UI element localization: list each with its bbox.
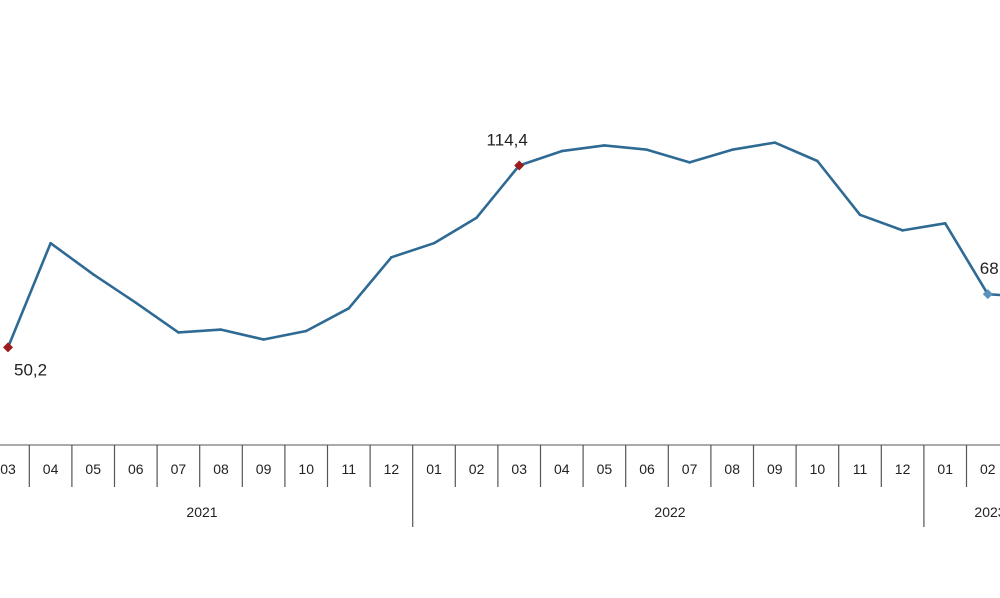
data-point	[304, 329, 308, 333]
data-point	[816, 159, 819, 163]
data-point	[49, 241, 52, 245]
data-point	[219, 328, 223, 331]
data-point	[773, 141, 777, 144]
x-tick-label: 04	[43, 461, 59, 477]
x-tick-label: 11	[342, 461, 357, 477]
year-label: 2021	[186, 504, 217, 520]
data-point	[560, 149, 564, 153]
series-line	[6, 141, 1000, 349]
data-point	[91, 273, 95, 276]
data-point	[347, 307, 351, 310]
data-label: 50,2	[14, 360, 47, 379]
x-tick-label: 01	[426, 461, 442, 477]
data-point	[858, 213, 862, 217]
x-tick-label: 03	[511, 461, 527, 477]
data-marker	[514, 160, 525, 171]
x-tick-label: 11	[853, 461, 868, 477]
data-point	[688, 161, 691, 164]
data-point	[645, 148, 649, 151]
x-tick-label: 08	[213, 461, 229, 477]
data-point	[177, 331, 180, 334]
data-point	[262, 338, 265, 341]
data-marker	[982, 289, 993, 300]
data-point	[943, 222, 947, 225]
data-point	[603, 144, 606, 147]
x-tick-label: 07	[171, 461, 187, 477]
data-label: 68	[980, 259, 999, 278]
x-tick-label: 09	[256, 461, 272, 477]
x-tick-label: 05	[85, 461, 101, 477]
x-tick-label: 01	[937, 461, 953, 477]
x-tick-label: 07	[682, 461, 698, 477]
x-tick-label: 06	[128, 461, 144, 477]
x-tick-label: 10	[298, 461, 314, 477]
year-label: 2023	[974, 504, 1000, 520]
x-tick-label: 02	[469, 461, 485, 477]
data-point	[901, 229, 904, 232]
data-point	[390, 256, 393, 259]
year-label: 2022	[654, 504, 685, 520]
data-point	[475, 216, 478, 219]
data-point	[730, 148, 734, 151]
data-marker	[3, 342, 13, 353]
x-tick-label: 04	[554, 461, 570, 477]
x-tick-label: 03	[0, 461, 16, 477]
data-point	[432, 241, 436, 245]
x-tick-label: 09	[767, 461, 783, 477]
x-tick-label: 10	[810, 461, 826, 477]
data-point	[134, 301, 138, 304]
x-tick-label: 08	[724, 461, 740, 477]
data-label: 114,4	[487, 131, 528, 150]
x-tick-label: 02	[980, 461, 996, 477]
x-tick-label: 12	[384, 461, 400, 477]
x-tick-label: 12	[895, 461, 911, 477]
x-tick-label: 06	[639, 461, 655, 477]
x-tick-label: 05	[597, 461, 613, 477]
